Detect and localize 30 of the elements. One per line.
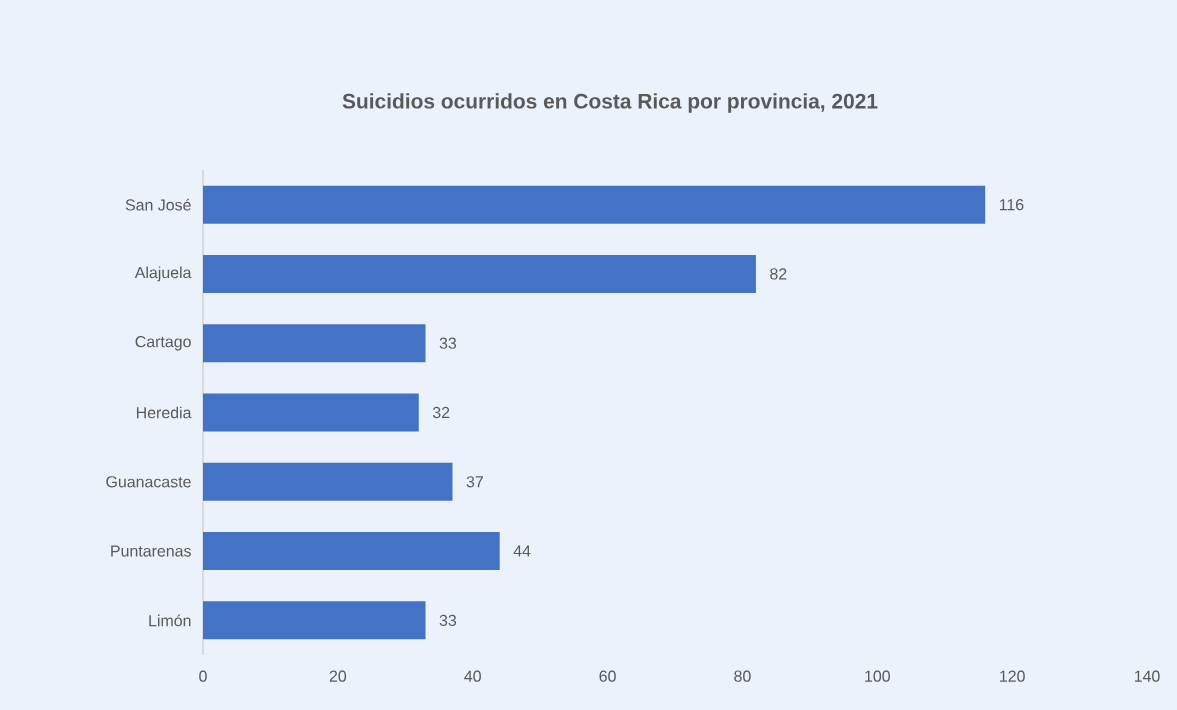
data-label: 116 [999,199,1024,211]
y-tick-label: Limón [149,614,191,627]
y-tick-label: San José [125,198,191,211]
data-label: 33 [439,337,457,349]
x-tick-label: 60 [599,670,616,682]
x-tick-label: 80 [734,670,751,682]
y-tick-label: Puntarenas [111,545,191,557]
bar [203,601,426,640]
bar [203,324,426,363]
bar [203,532,500,571]
y-tick-label: Cartago [135,336,191,351]
bar [203,185,986,224]
data-label: 33 [439,614,457,627]
data-label: 44 [513,545,531,557]
x-tick-label: 140 [1134,670,1160,682]
y-tick-label: Heredia [136,406,192,419]
data-label: 32 [432,406,450,419]
data-label: 82 [770,268,787,280]
y-tick-label: Guanacaste [106,476,191,488]
x-tick-label: 0 [199,670,207,682]
bar [203,254,756,293]
x-tick-label: 40 [464,670,481,682]
bar [203,462,453,501]
y-tick-label: Alajuela [134,266,192,282]
x-tick-label: 100 [865,670,890,682]
data-label: 37 [466,476,483,488]
chart-title: Suicidios ocurridos en Costa Rica por provincia, 2021 [342,93,878,113]
x-tick-label: 120 [1000,670,1025,682]
x-tick-label: 20 [329,670,347,682]
bar [203,393,419,432]
